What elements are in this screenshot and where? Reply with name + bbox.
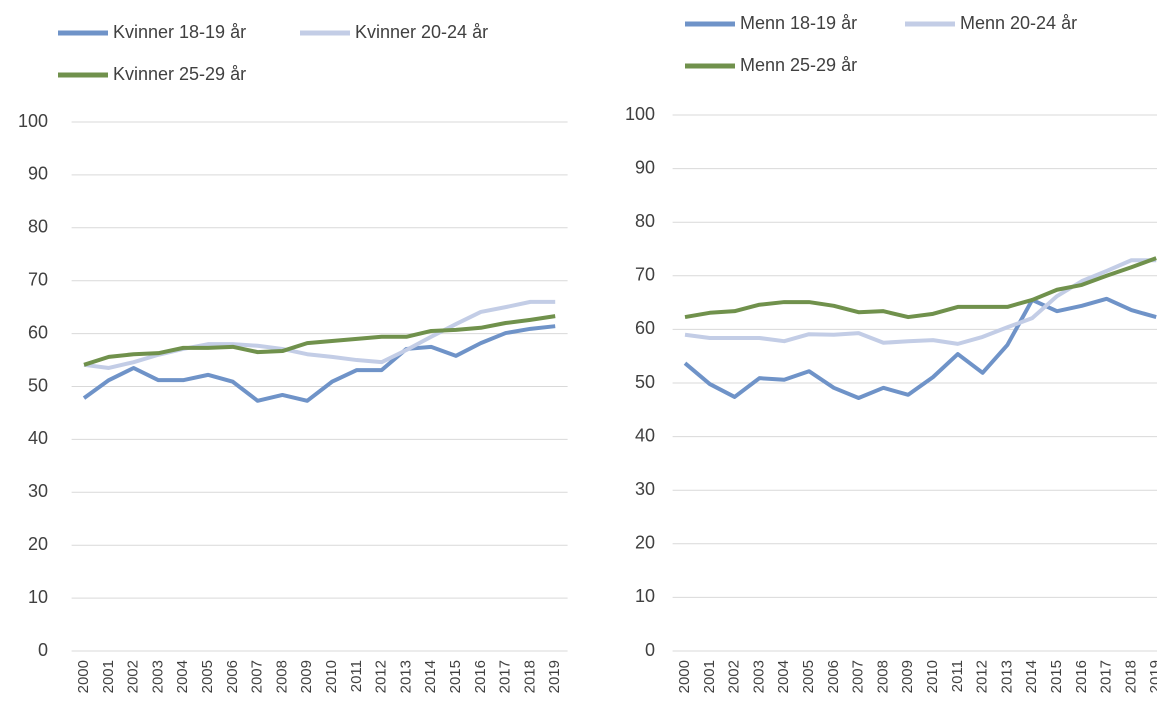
legend-label: Kvinner 25-29 år xyxy=(113,64,246,84)
x-tick-label: 2000 xyxy=(75,660,92,693)
x-tick-label: 2002 xyxy=(726,660,743,693)
x-tick-label: 2013 xyxy=(998,660,1015,693)
x-tick-label: 2010 xyxy=(323,660,340,693)
x-tick-label: 2001 xyxy=(701,660,718,693)
legend-label: Kvinner 20-24 år xyxy=(355,22,488,42)
y-tick-label: 70 xyxy=(635,265,655,285)
x-tick-label: 2011 xyxy=(949,660,966,692)
legend-label: Kvinner 18-19 år xyxy=(113,22,246,42)
x-tick-label: 2007 xyxy=(249,660,266,693)
legend-label: Menn 20-24 år xyxy=(960,13,1077,33)
legend-label: Menn 25-29 år xyxy=(740,55,857,75)
x-tick-label: 2007 xyxy=(850,660,867,693)
y-tick-label: 60 xyxy=(28,322,48,342)
data-line xyxy=(684,256,1157,320)
x-tick-label: 2006 xyxy=(224,660,241,693)
x-tick-label: 2005 xyxy=(800,660,817,693)
y-tick-label: 0 xyxy=(645,640,655,660)
data-line xyxy=(83,299,556,370)
x-tick-label: 2003 xyxy=(750,660,767,693)
x-tick-label: 2002 xyxy=(125,660,142,693)
y-tick-label: 40 xyxy=(28,428,48,448)
x-tick-label: 2009 xyxy=(899,660,916,693)
x-tick-label: 2000 xyxy=(676,660,693,693)
y-tick-label: 80 xyxy=(635,211,655,231)
y-tick-label: 40 xyxy=(635,425,655,445)
x-tick-label: 2008 xyxy=(273,660,290,693)
x-tick-label: 2003 xyxy=(149,660,166,693)
x-tick-label: 2005 xyxy=(199,660,216,693)
y-tick-label: 20 xyxy=(28,534,48,554)
x-tick-label: 2019 xyxy=(1147,660,1157,693)
y-tick-label: 90 xyxy=(28,164,48,184)
data-line xyxy=(684,258,1157,346)
x-tick-label: 2016 xyxy=(472,660,489,693)
y-tick-label: 10 xyxy=(28,587,48,607)
data-line xyxy=(683,296,1157,401)
y-tick-label: 90 xyxy=(635,157,655,177)
x-tick-label: 2018 xyxy=(1122,660,1139,693)
x-tick-label: 2019 xyxy=(546,660,563,693)
data-line xyxy=(82,324,556,403)
x-tick-label: 2012 xyxy=(373,660,390,693)
x-tick-label: 2017 xyxy=(497,660,514,693)
x-tick-label: 2017 xyxy=(1098,660,1115,693)
x-tick-label: 2013 xyxy=(397,660,414,693)
x-tick-label: 2014 xyxy=(1023,660,1040,693)
y-tick-label: 80 xyxy=(28,217,48,237)
data-line xyxy=(83,314,556,367)
y-tick-label: 0 xyxy=(38,640,48,660)
x-tick-label: 2001 xyxy=(100,660,117,693)
x-tick-label: 2011 xyxy=(348,660,365,692)
y-tick-label: 60 xyxy=(635,318,655,338)
x-tick-label: 2014 xyxy=(422,660,439,693)
legend-label: Menn 18-19 år xyxy=(740,13,857,33)
x-tick-label: 2009 xyxy=(298,660,315,693)
x-tick-label: 2015 xyxy=(1048,660,1065,693)
x-tick-label: 2006 xyxy=(825,660,842,693)
x-tick-label: 2008 xyxy=(874,660,891,693)
x-tick-label: 2016 xyxy=(1073,660,1090,693)
y-tick-label: 100 xyxy=(625,104,655,124)
x-tick-label: 2004 xyxy=(174,660,191,693)
y-tick-label: 30 xyxy=(28,481,48,501)
x-tick-label: 2012 xyxy=(974,660,991,693)
y-tick-label: 70 xyxy=(28,269,48,289)
y-tick-label: 10 xyxy=(635,586,655,606)
y-tick-label: 100 xyxy=(18,111,48,131)
x-tick-label: 2004 xyxy=(775,660,792,693)
x-tick-label: 2015 xyxy=(447,660,464,693)
y-tick-label: 50 xyxy=(635,372,655,392)
y-tick-label: 20 xyxy=(635,533,655,553)
x-tick-label: 2018 xyxy=(521,660,538,693)
y-tick-label: 30 xyxy=(635,479,655,499)
x-tick-label: 2010 xyxy=(924,660,941,693)
y-tick-label: 50 xyxy=(28,375,48,395)
